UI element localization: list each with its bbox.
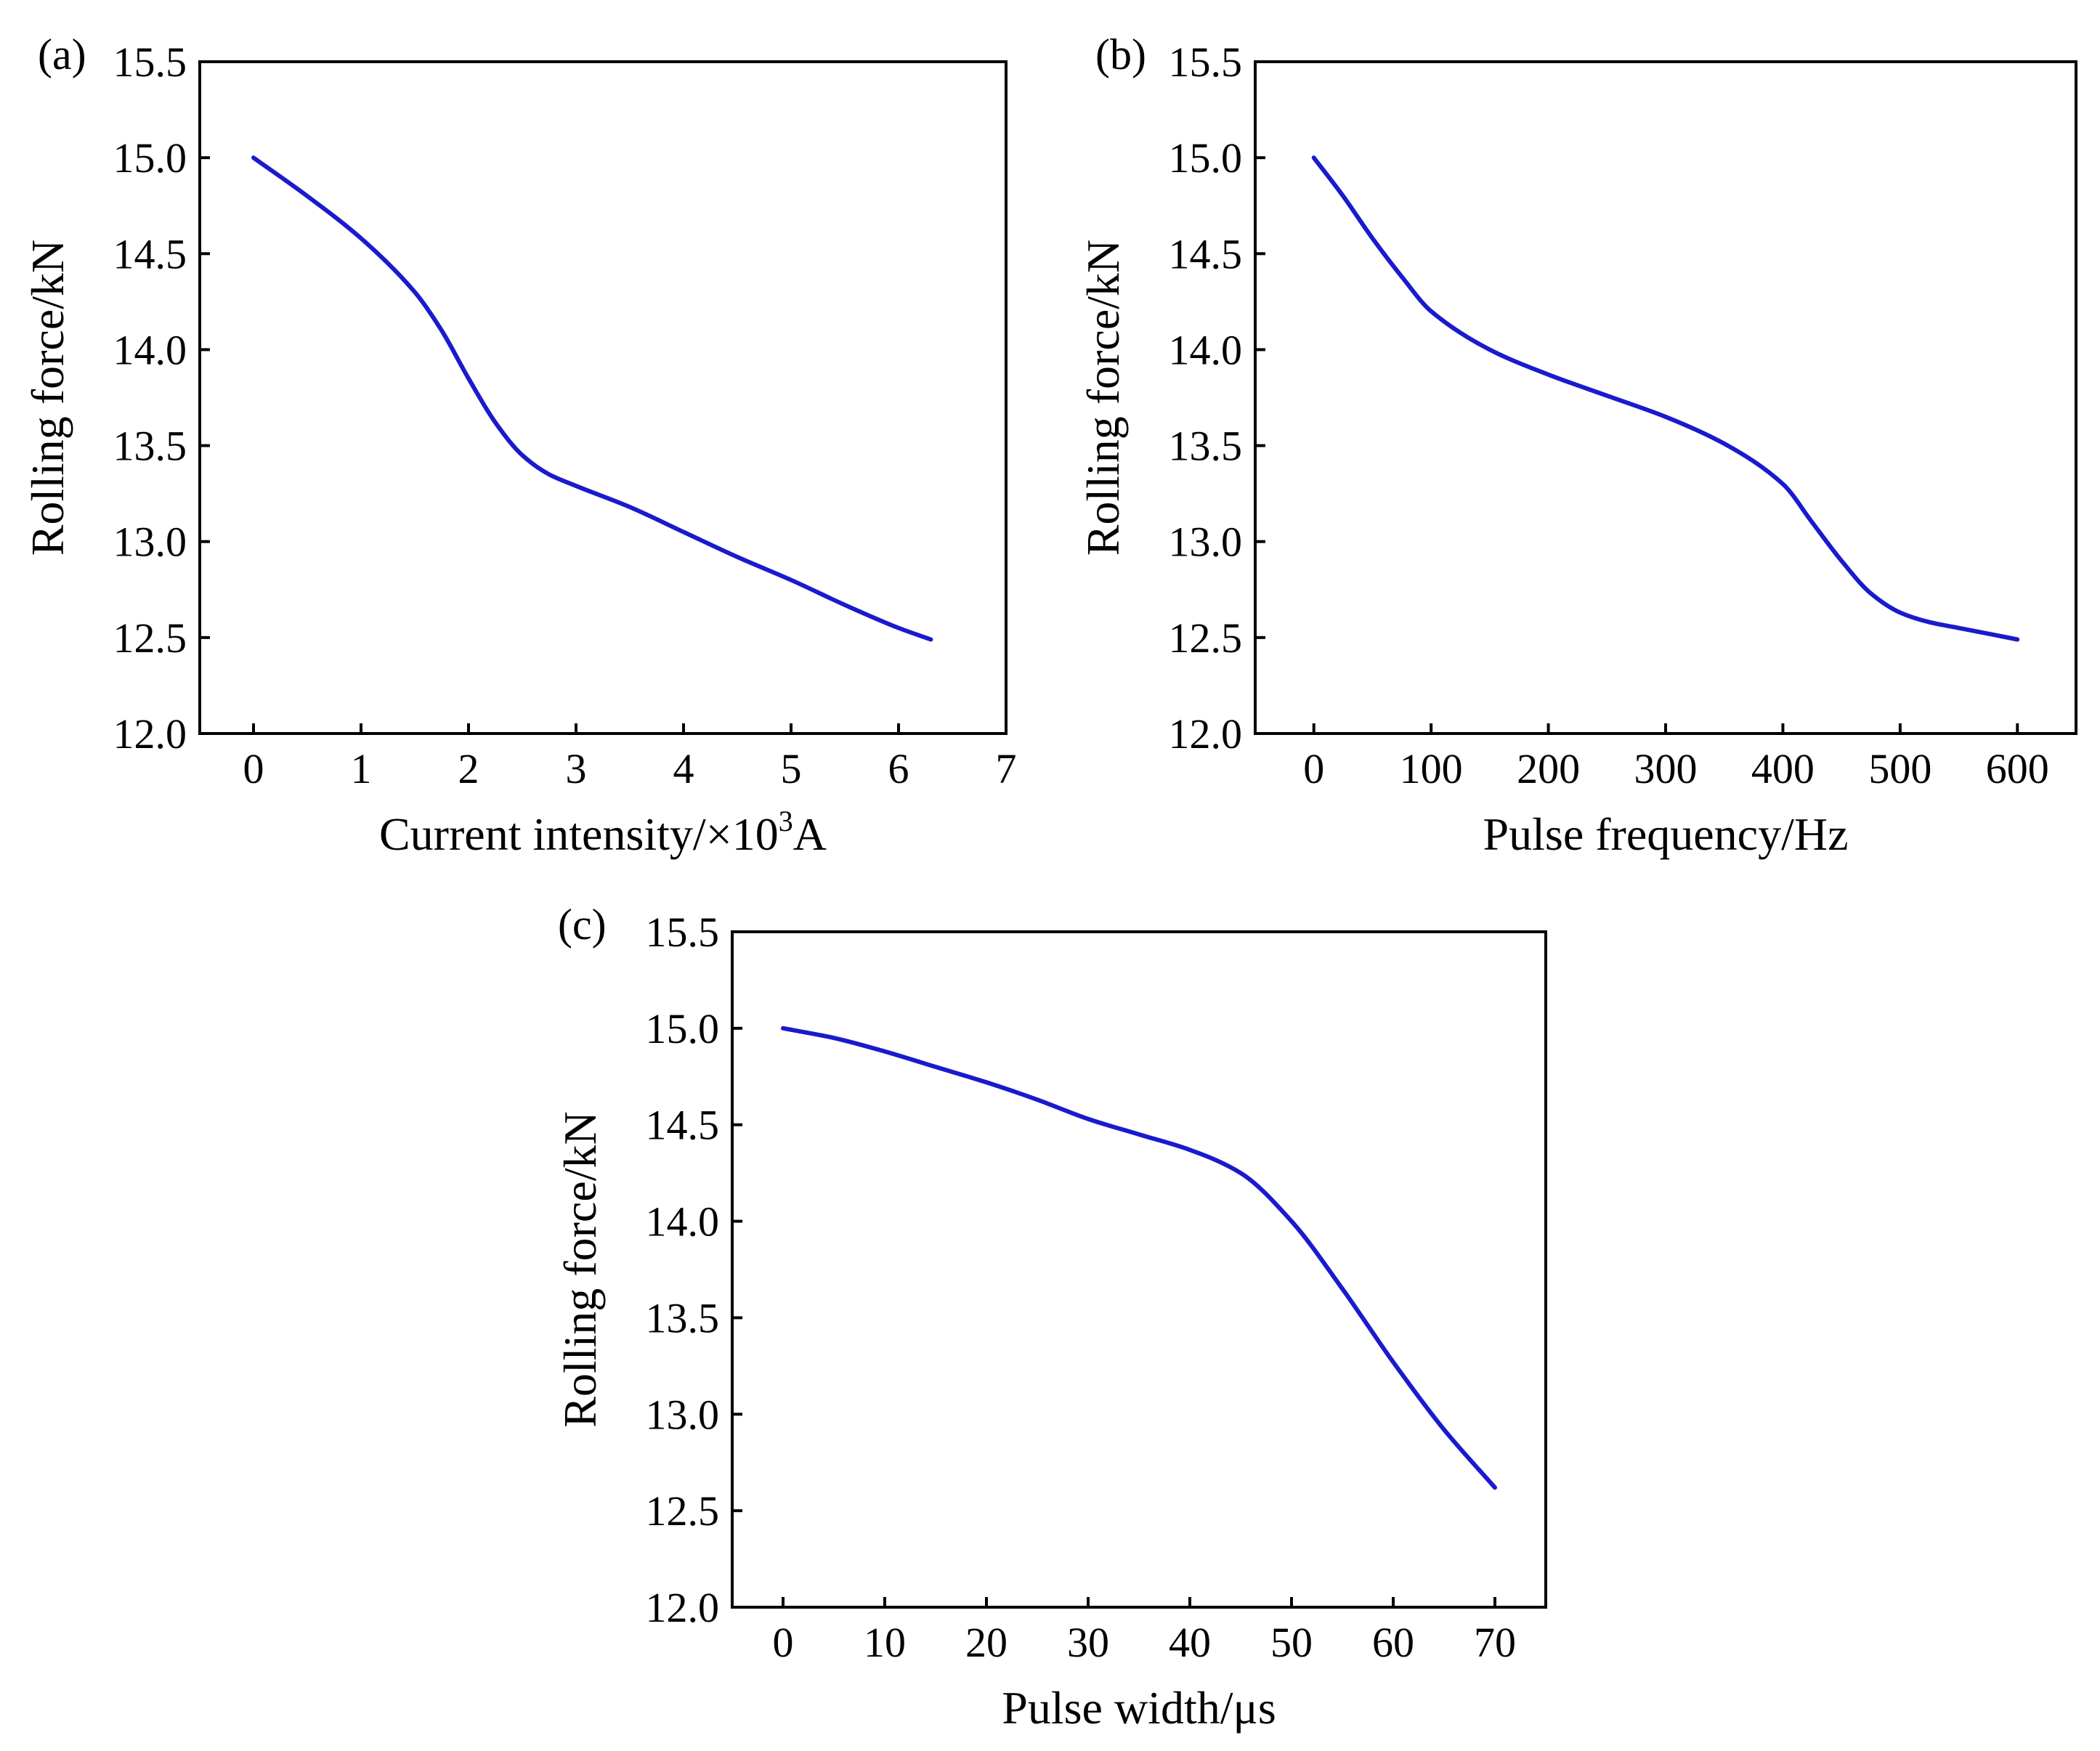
y-tick-label: 13.5 [646,1294,720,1341]
y-tick-label: 14.0 [113,326,187,373]
y-tick-label: 13.5 [113,423,187,470]
panel-label: (c) [558,901,607,948]
y-tick-label: 15.0 [113,134,187,182]
y-tick-label: 15.0 [646,1005,720,1052]
panel-label: (b) [1095,31,1146,78]
y-tick-label: 14.0 [646,1198,720,1246]
y-tick-label: 13.0 [1169,519,1243,566]
x-axis-title: Current intensity/×103A [379,805,827,860]
x-tick-label: 0 [1303,745,1324,792]
y-tick-label: 12.5 [1169,614,1243,662]
y-tick-label: 12.0 [646,1584,720,1631]
x-tick-label: 70 [1474,1619,1516,1666]
series-line-a [251,155,933,642]
x-tick-label: 1 [351,745,372,792]
x-axis-title: Pulse width/μs [1002,1682,1276,1734]
panel-label: (a) [38,31,86,78]
y-tick-label: 15.0 [1169,134,1243,182]
x-tick-label: 3 [566,745,587,792]
x-tick-label: 5 [781,745,802,792]
y-tick-label: 15.5 [646,909,720,956]
x-axis-title-main: Current intensity/×10 [379,808,779,860]
y-tick-label: 14.5 [646,1102,720,1149]
x-tick-label: 10 [864,1619,906,1666]
x-tick-label: 300 [1634,745,1698,792]
x-tick-label: 20 [965,1619,1008,1666]
x-tick-label: 50 [1270,1619,1313,1666]
y-tick-label: 12.0 [113,710,187,757]
y-axis-title: Rolling force/kN [554,1111,606,1427]
y-tick-label: 12.5 [113,614,187,662]
chart-panel-b: 0 100 200 300 400 500 600 12.0 12.5 13.0 13.5 14.0 1… [1077,31,2077,860]
y-axis-title: Rolling force/kN [1077,240,1129,556]
x-axis-title-main: Pulse width/μs [1002,1682,1276,1734]
x-tick-label: 400 [1751,745,1815,792]
x-tick-label: 0 [773,1619,794,1666]
x-axis-title-unit: A [793,808,827,860]
y-tick-label: 15.5 [1169,38,1243,86]
x-tick-label: 2 [458,745,479,792]
x-tick-label: 7 [996,745,1017,792]
y-tick-label: 12.5 [646,1487,720,1535]
y-tick-label: 14.5 [1169,230,1243,277]
y-tick-label: 14.5 [113,230,187,277]
series-line-b [1311,155,2020,642]
series-line-c [781,1025,1497,1490]
x-tick-label: 200 [1517,745,1580,792]
x-tick-label: 30 [1067,1619,1109,1666]
plot-frame [1254,60,2077,735]
x-tick-label: 0 [243,745,264,792]
y-tick-label: 13.0 [113,519,187,566]
chart-panel-c: 0 10 20 30 40 50 60 70 12.0 12.5 13.0 13.5 14.0 14.5 1… [554,901,1547,1734]
plot-frame [198,60,1008,735]
x-axis-title-main: Pulse frequency/Hz [1483,808,1849,860]
y-tick-label: 13.5 [1169,423,1243,470]
plot-frame [731,930,1547,1609]
x-tick-label: 600 [1986,745,2049,792]
y-tick-label: 12.0 [1169,710,1243,757]
x-tick-label: 6 [888,745,909,792]
x-tick-label: 100 [1400,745,1463,792]
y-tick-label: 14.0 [1169,326,1243,373]
x-tick-label: 500 [1868,745,1931,792]
x-tick-label: 60 [1372,1619,1414,1666]
y-axis-title: Rolling force/kN [22,240,73,556]
x-axis-title: Pulse frequency/Hz [1483,808,1849,860]
x-axis-title-superscript: 3 [779,805,793,837]
y-tick-label: 15.5 [113,38,187,86]
y-tick-label: 13.0 [646,1391,720,1438]
x-tick-label: 4 [673,745,694,792]
x-tick-label: 40 [1169,1619,1211,1666]
chart-panel-a: 0 1 2 3 4 5 6 7 12.0 12.5 13.0 13.5 14.0 14.5 15.0 15.5… [22,31,1017,860]
